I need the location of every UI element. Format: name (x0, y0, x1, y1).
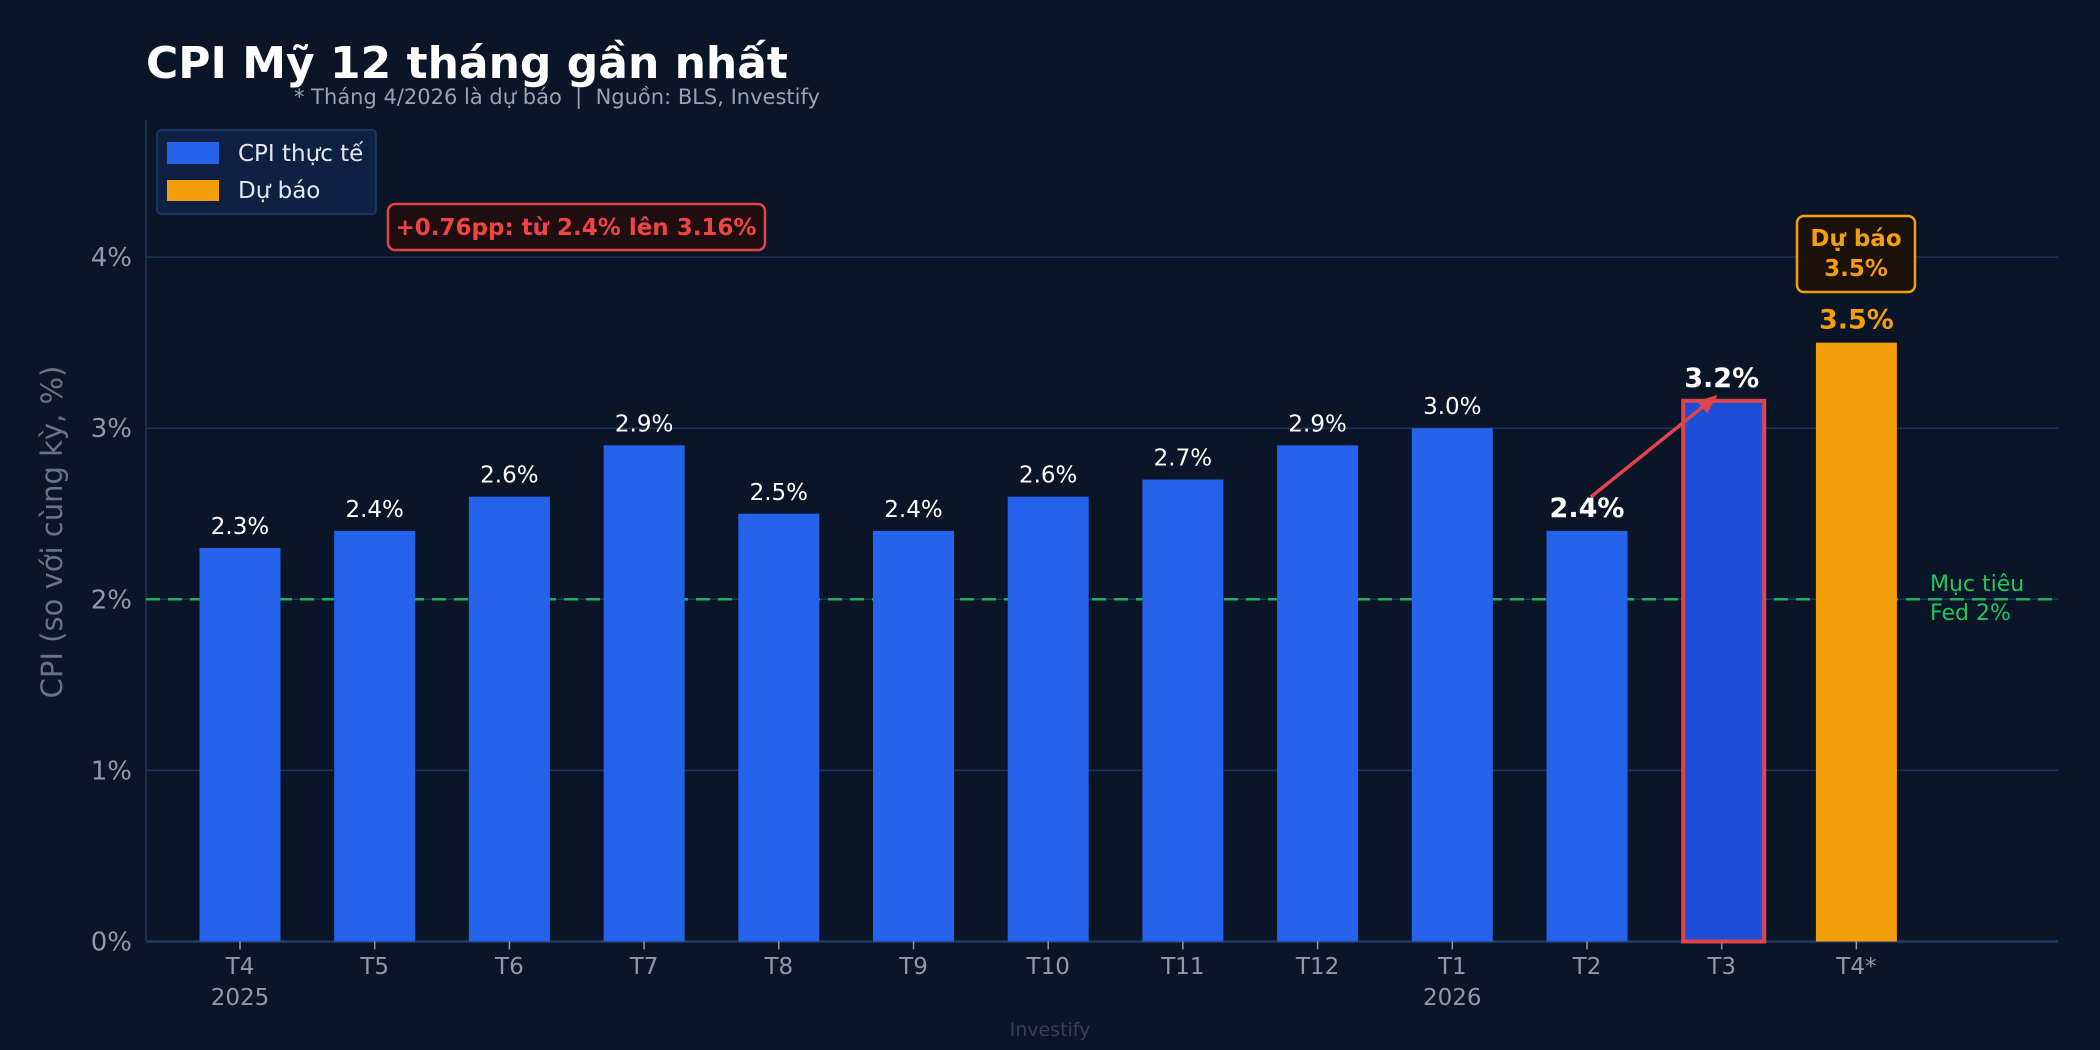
data-label: 2.3% (211, 514, 269, 540)
forecast-annotation-box (1795, 214, 1917, 294)
data-label: 2.4% (1550, 493, 1625, 524)
y-axis-label: CPI (so với cùng kỳ, %) (35, 366, 69, 699)
data-label: 2.9% (615, 411, 673, 437)
change-arrow-head (1697, 394, 1718, 414)
x-year-label: 2026 (1423, 985, 1482, 1011)
bar-actual (468, 496, 550, 942)
x-tick-label: T4 (225, 954, 255, 980)
change-annotation-text: +0.76pp: từ 2.4% lên 3.16% (396, 215, 757, 241)
data-label: 2.4% (884, 497, 942, 523)
legend-swatch-actual (167, 142, 219, 164)
y-tick-label: 0% (91, 928, 132, 958)
x-tick-label: T6 (494, 954, 524, 980)
forecast-annotation-line2: 3.5% (1824, 256, 1888, 282)
x-tick-label: T9 (898, 954, 928, 980)
change-annotation-box (386, 202, 767, 252)
change-arrow-line (1589, 406, 1704, 499)
bar-actual (1277, 445, 1359, 942)
x-tick-label: T2 (1572, 954, 1602, 980)
watermark: Investify (1010, 1019, 1091, 1041)
forecast-annotation-line1: Dự báo (1810, 226, 1901, 252)
x-tick-label: T1 (1437, 954, 1467, 980)
bar-actual (603, 445, 685, 942)
x-tick-label: T11 (1160, 954, 1204, 980)
chart-subtitle: * Tháng 4/2026 là dự báo | Nguồn: BLS, I… (294, 85, 820, 110)
x-tick-label: T5 (359, 954, 389, 980)
change-arrow (1589, 394, 1718, 499)
target-label-line1: Mục tiêu (1930, 572, 2024, 597)
data-label: 2.6% (1019, 463, 1077, 489)
forecast-annotation: Dự báo 3.5% (1795, 214, 1917, 294)
bar-actual (873, 530, 954, 942)
bar-actual (199, 547, 281, 942)
bar-actual (1681, 398, 1767, 944)
bar-actual (1411, 428, 1493, 942)
data-label: 2.5% (750, 480, 808, 506)
x-tick-label: T3 (1706, 954, 1736, 980)
bar-actual (1007, 496, 1089, 942)
target-label-line2: Fed 2% (1930, 601, 2011, 626)
x-tick-label: T10 (1026, 954, 1070, 980)
legend: CPI thực tế Dự báo (156, 129, 377, 215)
data-label: 2.6% (480, 463, 538, 489)
legend-label-forecast: Dự báo (238, 178, 320, 204)
y-tick-label: 4% (91, 243, 132, 273)
x-year-label: 2025 (211, 985, 270, 1011)
y-tick-label: 3% (91, 414, 132, 444)
change-annotation: +0.76pp: từ 2.4% lên 3.16% (386, 202, 767, 252)
bar-actual (738, 513, 820, 942)
legend-label-actual: CPI thực tế (238, 141, 364, 167)
data-label: 2.7% (1154, 446, 1212, 472)
data-label: 2.4% (345, 497, 403, 523)
x-tick-label: T4* (1835, 954, 1876, 980)
data-label: 3.2% (1684, 363, 1759, 394)
y-tick-label: 2% (91, 585, 132, 615)
data-label: 3.0% (1423, 394, 1481, 420)
x-tick-label: T8 (763, 954, 793, 980)
data-label: 2.9% (1288, 411, 1346, 437)
bar-forecast (1815, 342, 1897, 942)
chart-title: CPI Mỹ 12 tháng gần nhất (146, 38, 788, 89)
x-tick-label: T12 (1295, 954, 1339, 980)
legend-swatch-forecast (167, 180, 219, 201)
x-tick-label: T7 (629, 954, 659, 980)
data-label: 3.5% (1819, 305, 1894, 336)
y-tick-label: 1% (91, 756, 132, 786)
bar-actual (1546, 530, 1628, 942)
bar-actual (1142, 479, 1224, 942)
bar-actual (334, 530, 416, 942)
